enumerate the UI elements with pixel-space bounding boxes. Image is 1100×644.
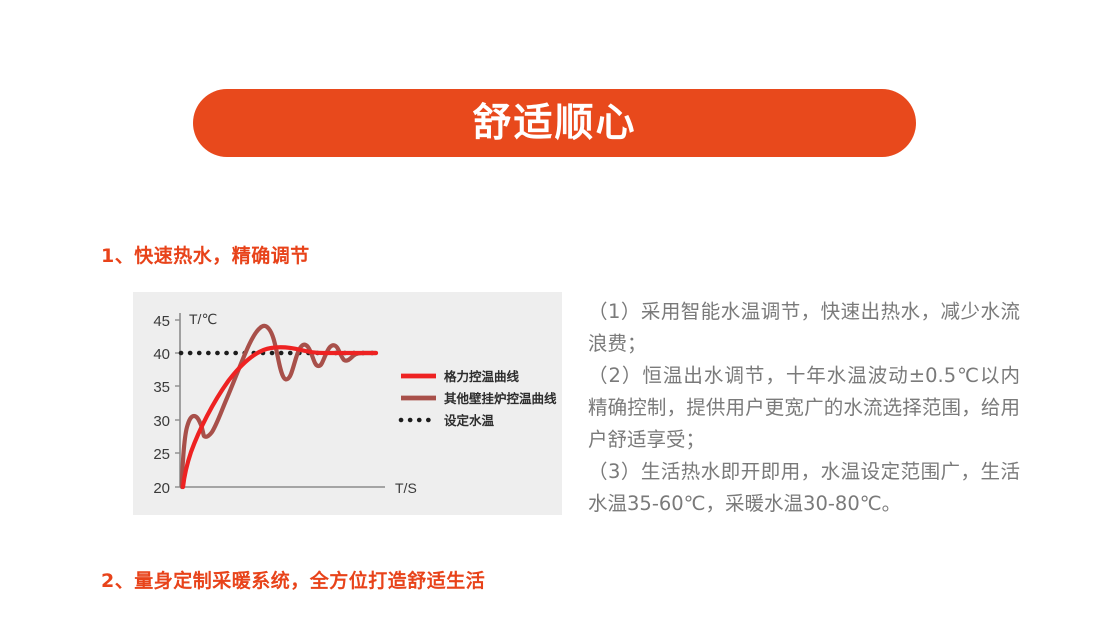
- feature-description-block: （1）采用智能水温调节，快速出热水，减少水流浪费； （2）恒温出水调节，十年水温…: [588, 296, 1020, 520]
- legend-label-gree: 格力控温曲线: [444, 369, 520, 384]
- legend-label-other-boiler: 其他壁挂炉控温曲线: [444, 391, 557, 406]
- x-axis-label: T/S: [395, 480, 417, 496]
- title-banner: 舒适顺心: [193, 89, 916, 157]
- y-tick-label-30: 30: [153, 413, 170, 430]
- section-heading-1: 1、快速热水，精确调节: [101, 245, 310, 267]
- legend-label-setpoint: 设定水温: [444, 413, 495, 428]
- y-tick-label-20: 20: [153, 480, 170, 497]
- y-tick-label-45: 45: [153, 313, 170, 330]
- y-tick-label-35: 35: [153, 379, 170, 396]
- page-title: 舒适顺心: [472, 100, 637, 146]
- feature-paragraph-2: （2）恒温出水调节，十年水温波动±0.5℃以内精确控制，提供用户更宽广的水流选择…: [588, 364, 1020, 451]
- temperature-control-chart: 45 40 35 30 25 20 T/℃ T/S 格力控温曲线 其他壁挂炉控温…: [133, 292, 562, 515]
- y-tick-label-40: 40: [153, 346, 170, 363]
- feature-paragraph-3: （3）生活热水即开即用，水温设定范围广，生活水温35-60℃，采暖水温30-80…: [588, 460, 1020, 515]
- y-axis-label: T/℃: [189, 311, 217, 327]
- y-tick-label-25: 25: [153, 446, 170, 463]
- series-gree-curve: [180, 345, 379, 490]
- section-heading-2: 2、量身定制采暖系统，全方位打造舒适生活: [101, 570, 486, 592]
- chart-svg: 45 40 35 30 25 20 T/℃ T/S 格力控温曲线 其他壁挂炉控温…: [153, 311, 557, 497]
- feature-paragraph-1: （1）采用智能水温调节，快速出热水，减少水流浪费；: [588, 300, 1020, 355]
- chart-legend: 格力控温曲线 其他壁挂炉控温曲线 设定水温: [398, 369, 557, 428]
